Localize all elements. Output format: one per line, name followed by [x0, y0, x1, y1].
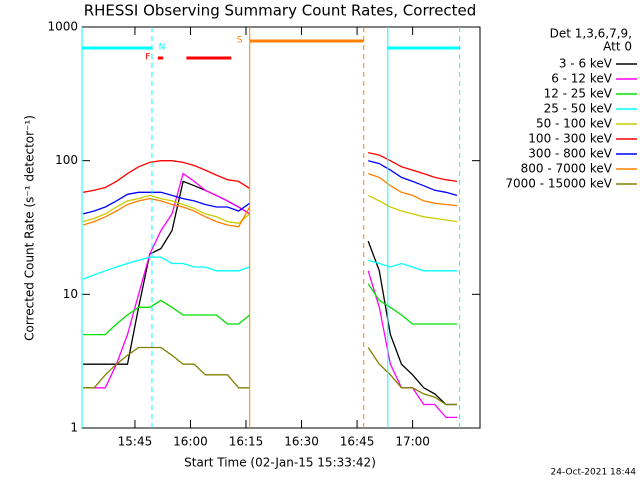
series-line: [82, 160, 458, 215]
x-tick-label: 16:45: [340, 435, 375, 449]
legend-label: 25 - 50 keV: [544, 102, 613, 116]
chart-title: RHESSI Observing Summary Count Rates, Co…: [84, 2, 477, 20]
y-tick-label: 1: [70, 421, 78, 435]
y-tick-label: 1000: [47, 20, 78, 34]
footer: 24-Oct-2021 18:44: [551, 468, 637, 478]
series-line: [82, 194, 458, 224]
x-axis-label: Start Time (02-Jan-15 15:33:42): [184, 456, 376, 470]
x-tick-label: 17:00: [395, 435, 430, 449]
y-tick-label: 10: [63, 287, 78, 301]
flag-label: N: [159, 43, 166, 53]
legend-title: Det 1,3,6,7,9,: [550, 27, 632, 41]
y-axis-label: Corrected Count Rate (s⁻¹ detector⁻¹): [23, 115, 37, 341]
x-tick-label: 16:30: [284, 435, 319, 449]
legend-label: 50 - 100 keV: [536, 117, 613, 131]
series-line: [83, 283, 457, 336]
legend-label: 800 - 7000 keV: [521, 162, 613, 176]
series-line: [83, 346, 457, 406]
series-line: [82, 172, 458, 228]
legend-label: 100 - 300 keV: [528, 132, 612, 146]
legend-label: 6 - 12 keV: [551, 72, 613, 86]
legend-label: 7000 - 15000 keV: [505, 177, 612, 191]
legend-label: 12 - 25 keV: [544, 87, 613, 101]
x-tick-label: 16:15: [229, 435, 264, 449]
plot-frame: [81, 26, 481, 429]
legend-title: Att 0: [603, 40, 632, 54]
legend-label: 300 - 800 keV: [528, 147, 612, 161]
x-tick-label: 15:45: [118, 435, 153, 449]
flag-label: F: [145, 53, 150, 63]
series-line: [82, 256, 457, 280]
series-line: [82, 151, 458, 193]
y-tick-label: 100: [55, 153, 78, 167]
flag-label: S: [237, 36, 243, 46]
x-tick-label: 16:00: [173, 435, 208, 449]
legend-label: 3 - 6 keV: [559, 57, 613, 71]
